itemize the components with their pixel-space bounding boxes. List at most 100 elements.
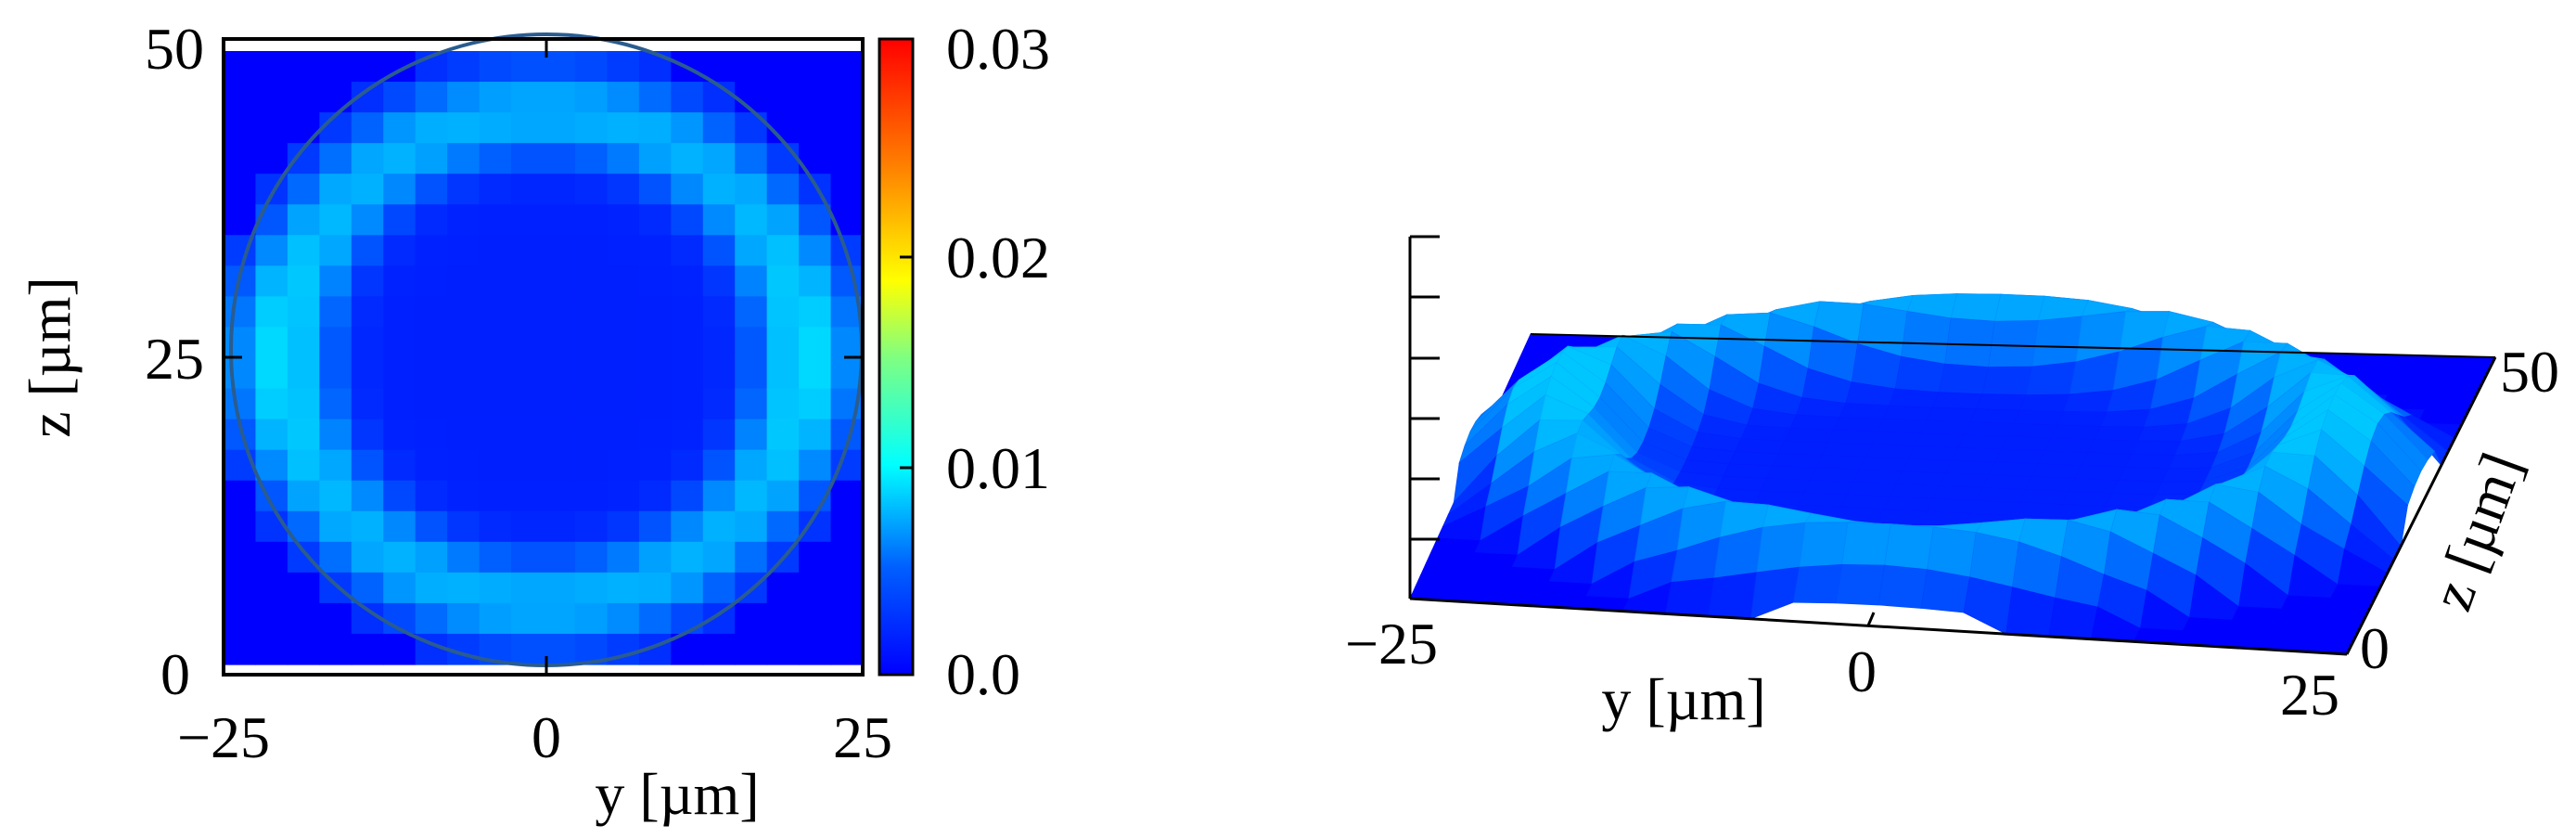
heatmap-cell bbox=[224, 174, 257, 205]
heatmap-cell bbox=[447, 388, 481, 420]
heatmap-cell bbox=[319, 51, 352, 83]
heatmap-cell bbox=[574, 174, 608, 205]
heatmap-cell bbox=[702, 174, 736, 205]
y-tick-label-3d: 25 bbox=[2280, 662, 2339, 728]
heatmap-cell bbox=[574, 449, 608, 482]
heatmap-cell bbox=[224, 112, 257, 144]
surface-facet bbox=[1777, 440, 1829, 456]
heatmap-cell bbox=[638, 204, 672, 236]
heatmap-cell bbox=[671, 82, 704, 113]
surface-facet bbox=[1975, 393, 2027, 411]
heatmap-cell bbox=[447, 204, 481, 236]
heatmap-cell bbox=[607, 388, 640, 420]
heatmap-cell bbox=[830, 143, 864, 174]
surface-facet bbox=[2356, 354, 2409, 369]
heatmap-cell bbox=[224, 357, 257, 390]
y-tick-label: 50 bbox=[145, 16, 204, 82]
heatmap-cell bbox=[735, 480, 768, 512]
surface-facet bbox=[1994, 448, 2045, 465]
surface-facet bbox=[1740, 424, 1791, 442]
heatmap-cell bbox=[574, 82, 608, 113]
heatmap-cell bbox=[638, 541, 672, 574]
heatmap-cell bbox=[351, 51, 384, 83]
heatmap-cell bbox=[830, 112, 864, 144]
surface-facet bbox=[1932, 392, 1983, 410]
surface-facet bbox=[1988, 461, 2040, 478]
heatmap-cell bbox=[830, 572, 864, 604]
heatmap-cell bbox=[766, 296, 800, 329]
heatmap-cell bbox=[351, 357, 384, 390]
heatmap-cell bbox=[255, 510, 288, 543]
heatmap-cell bbox=[351, 419, 384, 451]
heatmap-cell bbox=[574, 388, 608, 420]
heatmap-cell bbox=[319, 357, 352, 390]
heatmap-cell bbox=[383, 296, 417, 329]
surface-facet bbox=[2118, 466, 2170, 483]
surface-facet bbox=[2274, 608, 2326, 625]
heatmap-cell bbox=[671, 572, 704, 604]
heatmap-cell bbox=[799, 633, 832, 665]
heatmap-cell bbox=[607, 143, 640, 174]
surface-facet bbox=[2081, 452, 2133, 468]
heatmap-cell bbox=[287, 327, 320, 359]
heatmap-cell bbox=[638, 235, 672, 266]
heatmap-cell bbox=[319, 82, 352, 113]
heatmap-cell bbox=[702, 143, 736, 174]
heatmap-cell bbox=[543, 419, 576, 451]
heatmap-cell bbox=[735, 51, 768, 83]
floor-back-edge bbox=[1530, 333, 2496, 358]
heatmap-cell bbox=[607, 449, 640, 482]
heatmap-cell bbox=[830, 357, 864, 390]
heatmap-cell bbox=[607, 112, 640, 144]
heatmap-cell bbox=[543, 265, 576, 297]
heatmap-cell bbox=[638, 480, 672, 512]
z-axis-label-3d: z [µm] bbox=[2418, 445, 2535, 618]
heatmap-cell bbox=[735, 204, 768, 236]
heatmap-cell bbox=[574, 51, 608, 83]
heatmap-cell bbox=[351, 541, 384, 574]
surface-facet bbox=[1993, 293, 2045, 322]
surface-facet bbox=[2324, 597, 2375, 614]
heatmap-cell bbox=[319, 449, 352, 482]
heatmap-cell bbox=[766, 572, 800, 604]
heatmap-cell bbox=[479, 174, 512, 205]
heatmap-cell bbox=[479, 82, 512, 113]
heatmap-cell bbox=[319, 174, 352, 205]
surface-facet bbox=[2087, 439, 2139, 455]
surface-facet bbox=[2430, 382, 2483, 399]
heatmap-cell bbox=[735, 419, 768, 451]
heatmap-cell bbox=[607, 541, 640, 574]
heatmap-cell bbox=[671, 419, 704, 451]
surface-facet bbox=[2330, 584, 2382, 601]
surface-facet bbox=[2437, 368, 2490, 385]
heatmap-cell bbox=[766, 388, 800, 420]
heatmap-cell bbox=[766, 143, 800, 174]
heatmap-cell bbox=[830, 265, 864, 297]
heatmap-cell bbox=[702, 480, 736, 512]
heatmap-cell bbox=[799, 357, 832, 390]
heatmap-cell bbox=[447, 419, 481, 451]
heatmap-cell bbox=[511, 327, 545, 359]
heatmap-cell bbox=[830, 82, 864, 113]
surface-facet bbox=[2006, 422, 2058, 439]
heatmap-cell bbox=[799, 572, 832, 604]
heatmap-cell bbox=[543, 357, 576, 390]
surface-facet bbox=[1707, 572, 1758, 620]
heatmap-cell bbox=[830, 204, 864, 236]
heatmap-cell bbox=[543, 296, 576, 329]
heatmap-cell bbox=[830, 510, 864, 543]
surface-facet bbox=[1877, 418, 1928, 434]
heatmap-cell bbox=[766, 480, 800, 512]
surface-facet bbox=[1926, 406, 1978, 423]
heatmap-cell bbox=[255, 82, 288, 113]
heatmap-cell bbox=[702, 449, 736, 482]
surface-facet bbox=[1756, 522, 1806, 574]
heatmap-cell bbox=[543, 204, 576, 236]
surface-facet bbox=[2037, 450, 2089, 467]
heatmap-cell bbox=[574, 204, 608, 236]
heatmap-cell bbox=[543, 327, 576, 359]
heatmap-cell bbox=[543, 82, 576, 113]
heatmap-cell bbox=[511, 419, 545, 451]
surface-facet bbox=[1797, 492, 1849, 509]
heatmap-cell bbox=[671, 357, 704, 390]
